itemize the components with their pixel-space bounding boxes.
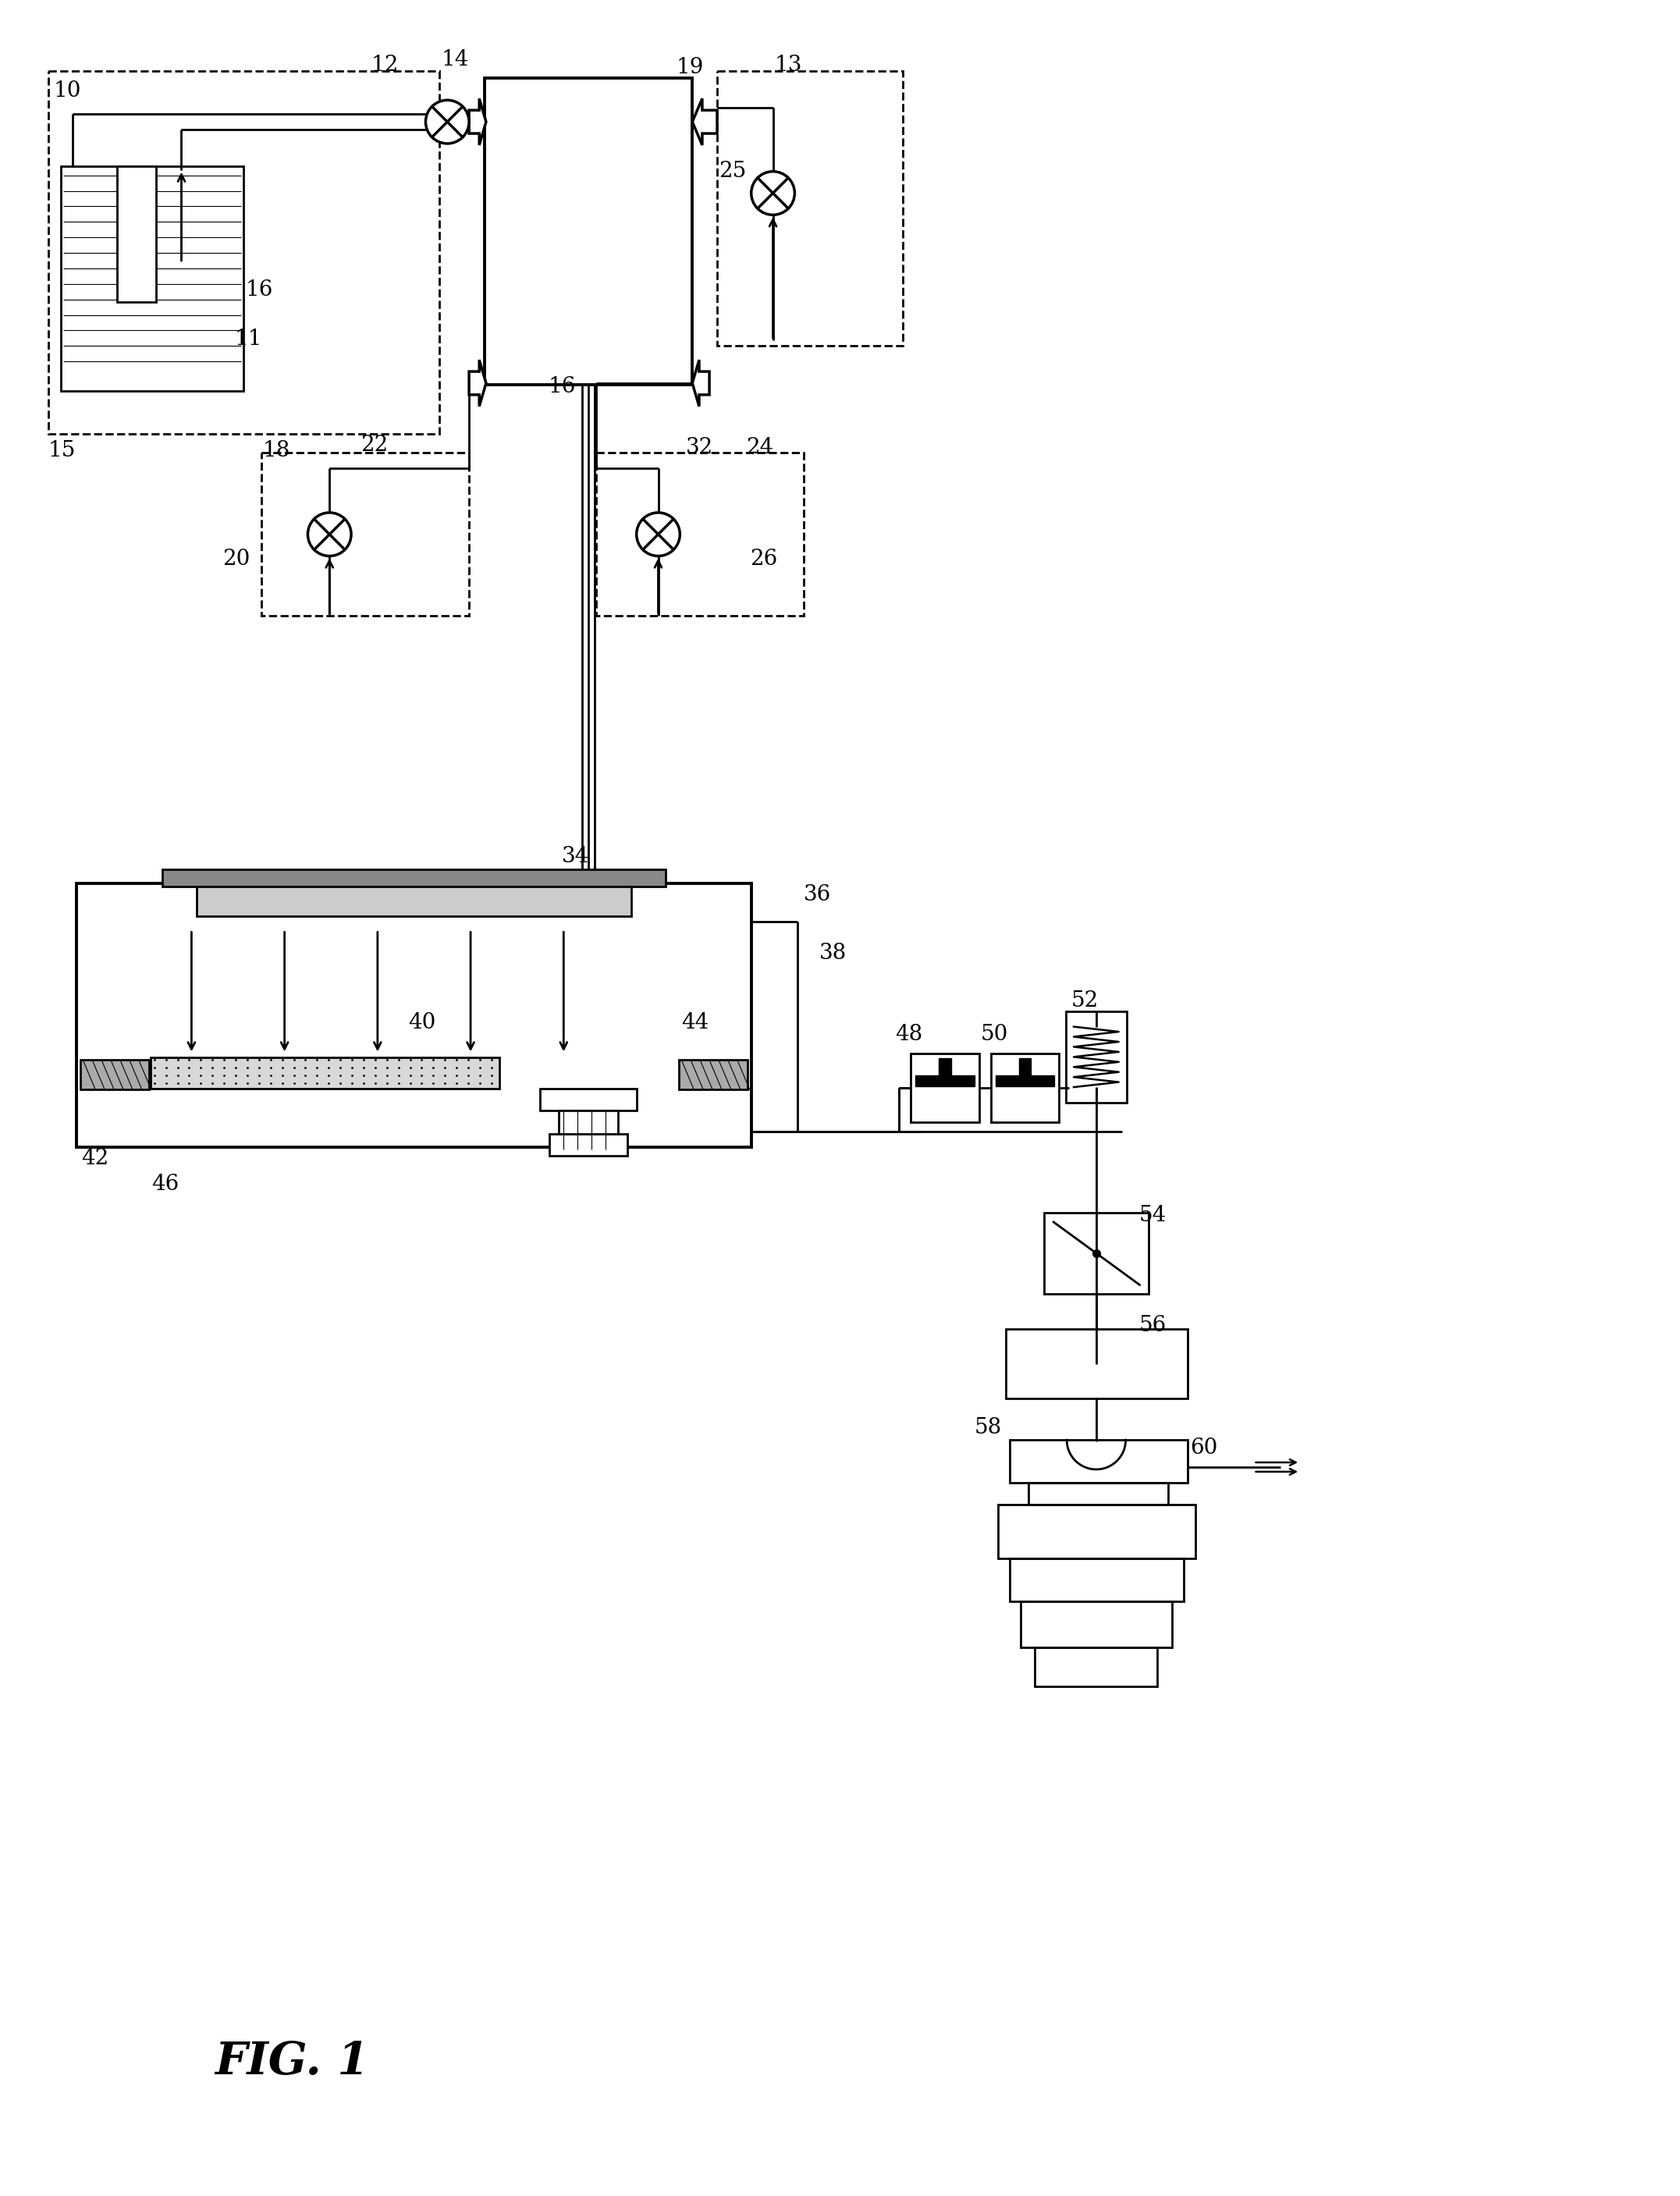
Text: 11: 11 (235, 329, 262, 349)
Text: 10: 10 (54, 81, 81, 101)
Bar (1010, 1441, 1188, 1482)
Text: 20: 20 (222, 549, 250, 569)
Text: 32: 32 (685, 437, 714, 459)
Text: 34: 34 (563, 845, 590, 867)
Text: 48: 48 (895, 1023, 922, 1045)
Bar (151, 1058, 499, 1089)
Bar (559, 1111, 618, 1149)
Bar (262, 452, 469, 615)
Text: 22: 22 (361, 435, 388, 457)
Text: 24: 24 (746, 437, 773, 459)
Bar (717, 70, 904, 347)
Text: 50: 50 (981, 1023, 1008, 1045)
Text: 25: 25 (719, 160, 746, 182)
Bar (1028, 1482, 1168, 1504)
Circle shape (307, 512, 351, 556)
Text: 16: 16 (245, 279, 274, 301)
Bar (77, 883, 751, 1146)
Text: FIG. 1: FIG. 1 (215, 2040, 370, 2084)
Bar (939, 1058, 951, 1080)
Text: 54: 54 (1139, 1206, 1166, 1225)
Text: 16: 16 (548, 376, 576, 397)
Polygon shape (692, 99, 717, 145)
Bar (1006, 1329, 1188, 1399)
Text: 44: 44 (682, 1012, 709, 1034)
Text: 46: 46 (151, 1173, 178, 1195)
Text: 40: 40 (408, 1012, 437, 1034)
Bar (1018, 1058, 1032, 1080)
Text: 13: 13 (774, 55, 801, 77)
Bar (996, 1076, 1055, 1087)
Text: 12: 12 (371, 55, 398, 77)
Bar (161, 870, 665, 887)
Bar (596, 452, 805, 615)
Bar (49, 70, 440, 433)
Bar (549, 1133, 627, 1155)
Bar (197, 887, 632, 916)
Text: 36: 36 (805, 885, 832, 905)
Bar (81, 1061, 150, 1089)
Bar (1067, 1010, 1127, 1102)
Polygon shape (469, 99, 486, 145)
Bar (484, 79, 692, 384)
Bar (916, 1076, 974, 1087)
Bar (118, 167, 156, 301)
Bar (1010, 1559, 1184, 1601)
Text: 52: 52 (1072, 990, 1099, 1012)
Text: 42: 42 (81, 1149, 109, 1168)
Bar (1045, 1212, 1149, 1293)
Circle shape (425, 101, 469, 143)
Bar (679, 1061, 748, 1089)
Text: 14: 14 (442, 48, 469, 70)
Text: 56: 56 (1139, 1315, 1166, 1335)
Bar (991, 1054, 1058, 1122)
Text: 17: 17 (114, 165, 141, 187)
Polygon shape (469, 360, 486, 406)
Text: 15: 15 (49, 439, 76, 461)
Circle shape (637, 512, 680, 556)
Bar (911, 1054, 979, 1122)
Bar (1035, 1647, 1158, 1687)
Text: 26: 26 (749, 549, 778, 569)
Polygon shape (692, 360, 709, 406)
Text: 19: 19 (675, 57, 704, 79)
Text: 18: 18 (262, 439, 291, 461)
Bar (60, 167, 244, 391)
Circle shape (751, 171, 795, 215)
Bar (998, 1504, 1196, 1559)
Text: 60: 60 (1189, 1436, 1218, 1458)
Text: 58: 58 (974, 1416, 1001, 1438)
Bar (541, 1089, 637, 1111)
Bar (1021, 1601, 1173, 1647)
Text: 38: 38 (820, 942, 847, 964)
